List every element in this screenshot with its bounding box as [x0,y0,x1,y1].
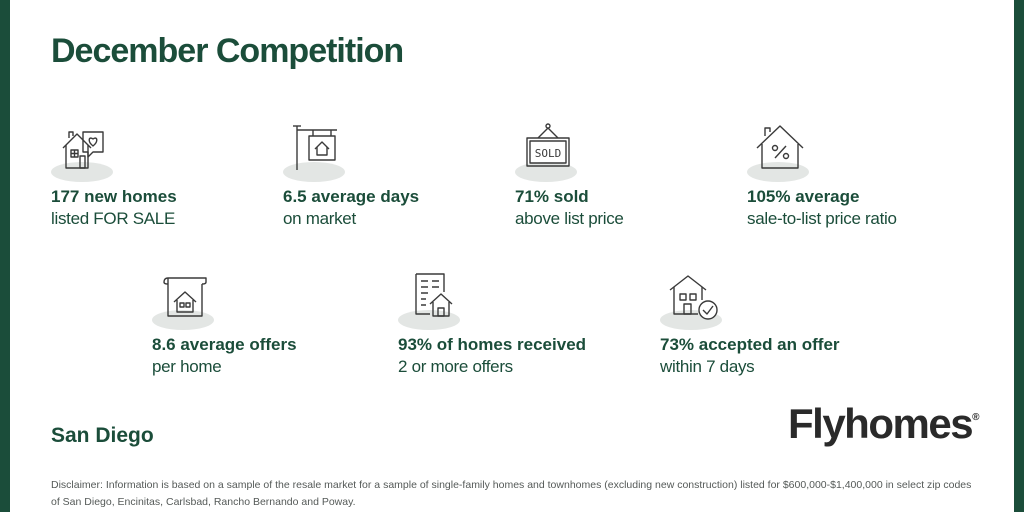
house-percent-icon [756,125,804,169]
competition-card: December Competition 177 new homes liste… [10,0,1014,512]
stat-value: 93% of homes received [398,335,587,354]
sold-sign-icon: SOLD [526,123,570,167]
for-sale-sign-icon [293,125,337,170]
city-label: San Diego [51,424,154,447]
house-heart-icon [62,131,104,169]
stat-label: above list price [515,209,624,228]
stat-multiple-offers: 93% of homes received 2 or more offers [398,270,628,378]
registered-mark: ® [972,412,980,423]
flyhomes-logo: Flyhomes® [788,400,979,448]
stat-value: 6.5 average days [283,187,420,206]
house-check-icon [669,275,718,320]
stat-sold-above-list: SOLD 71% sold above list price [515,122,745,230]
stat-average-offers: 8.6 average offers per home [152,270,382,378]
stat-label: listed FOR SALE [51,209,175,228]
disclaimer-text: Disclaimer: Information is based on a sa… [51,479,972,508]
stat-label: within 7 days [660,357,755,376]
stat-label: 2 or more offers [398,357,513,376]
stat-value: 8.6 average offers [152,335,297,354]
stat-label: sale-to-list price ratio [747,209,897,228]
stat-value: 177 new homes [51,187,177,206]
offer-scroll-icon [163,277,207,317]
stat-label: on market [283,209,356,228]
page-title: December Competition [51,32,404,70]
stat-value: 105% average [747,187,860,206]
stat-new-listings: 177 new homes listed FOR SALE [51,122,281,230]
stat-label: per home [152,357,222,376]
stat-value: 71% sold [515,187,589,206]
stat-value: 73% accepted an offer [660,335,840,354]
stat-sale-to-list-ratio: 105% average sale-to-list price ratio [747,122,977,230]
svg-text:SOLD: SOLD [535,147,562,160]
document-house-icon [415,273,453,317]
brand-name: Flyhomes [788,400,974,447]
stat-days-on-market: 6.5 average days on market [283,122,513,230]
stat-accepted-offer: 73% accepted an offer within 7 days [660,270,890,378]
